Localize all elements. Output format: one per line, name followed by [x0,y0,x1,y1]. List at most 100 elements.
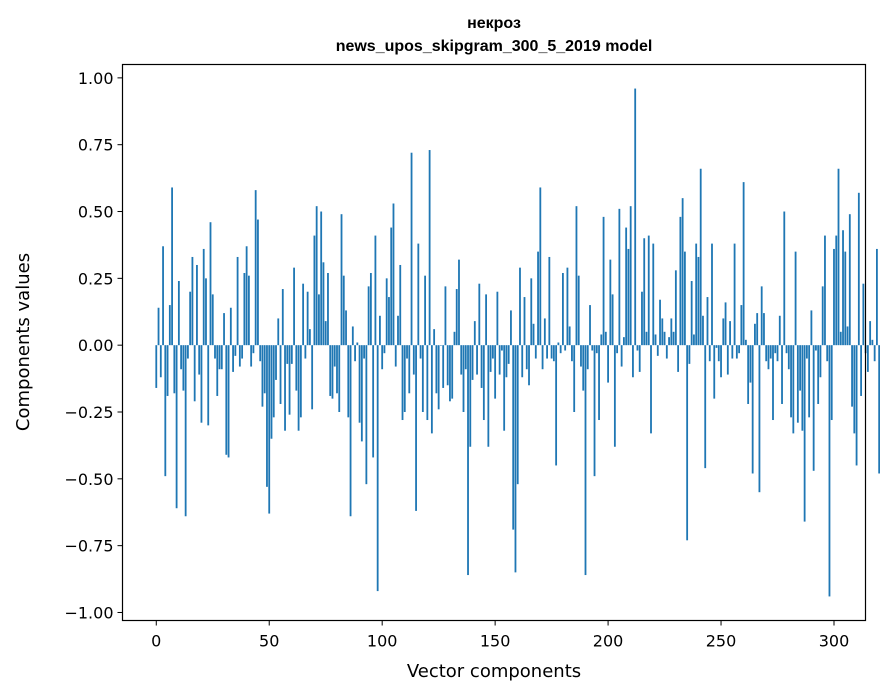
bar [774,345,777,354]
bar [652,243,655,346]
bar [530,278,533,346]
bar [229,307,232,346]
bar [367,286,370,346]
bar [803,345,806,522]
plot-frame [121,63,867,622]
bar [787,345,790,370]
bar [532,323,535,346]
bar [381,345,384,370]
bar [491,345,494,359]
bar [412,345,415,375]
bar [184,345,187,517]
bar [769,345,772,359]
bar [514,345,517,573]
bar [193,345,196,402]
bar [781,345,783,404]
bar [155,345,158,388]
bar [297,345,300,431]
y-tick-label: 0.00 [78,336,114,355]
bar [263,345,266,394]
y-tick-label: 0.50 [78,203,114,222]
bar [220,345,223,370]
bar [496,291,499,346]
bars-group [155,88,880,597]
bar [824,235,826,346]
bar [643,238,646,346]
bar [688,345,691,364]
bar [157,307,160,346]
bar [600,334,603,346]
bar [313,235,316,346]
bar [245,246,248,346]
y-axis-ticks: −1.00 −0.75 −0.50 −0.25 0.00 0.25 0.50 0.75 1.00 [64,69,123,622]
bar [449,345,451,402]
bar [166,345,169,396]
x-tick-label: 50 [259,632,279,651]
bar [641,291,643,346]
bar [406,345,408,359]
bar [227,345,230,458]
bar [871,339,874,346]
bar [471,345,474,380]
bar [521,345,524,378]
bar [826,345,829,362]
bar [503,345,506,431]
bar [622,337,625,346]
bar [247,275,250,346]
bar [408,345,411,394]
bar [451,345,454,399]
bar [785,345,788,354]
bar [311,345,314,410]
y-tick-label: −0.75 [64,537,113,556]
bar [632,345,634,378]
bar [259,345,262,362]
bar [440,345,442,346]
bar [767,345,770,370]
bar [433,329,436,346]
y-tick-label: −1.00 [64,603,113,622]
bar [794,251,797,346]
bar [171,187,173,346]
bar [717,345,720,362]
bar [593,345,596,477]
bar [636,345,639,351]
bar [618,208,621,346]
bar [383,345,386,354]
bar [369,273,372,346]
bar [177,281,180,346]
bar [308,329,311,346]
bar [442,345,445,388]
y-tick-label: 0.25 [78,269,114,288]
bar [851,345,853,407]
bar [218,345,221,370]
bar [580,345,582,367]
bar [552,345,555,362]
bar [338,345,341,412]
bar [162,246,164,346]
bar [582,345,585,391]
bar [796,345,799,423]
bar [756,313,759,346]
bar [327,273,329,346]
bar [209,222,212,346]
bar [401,345,404,421]
bar [790,345,792,418]
bar [322,262,325,346]
bar [191,256,194,346]
bar [410,152,413,346]
bar [573,345,576,412]
bar [399,264,402,346]
bar [855,345,858,466]
bar [627,248,630,346]
bar [564,345,567,351]
bar [799,345,802,391]
bar [602,216,605,346]
chart-subtitle: news_upos_skipgram_300_5_2019 model [336,38,653,55]
bar [801,345,804,431]
bar [403,345,406,412]
bar [318,294,320,346]
bar [415,345,417,511]
bar [168,305,171,346]
bar [815,345,817,351]
bar [345,310,347,346]
